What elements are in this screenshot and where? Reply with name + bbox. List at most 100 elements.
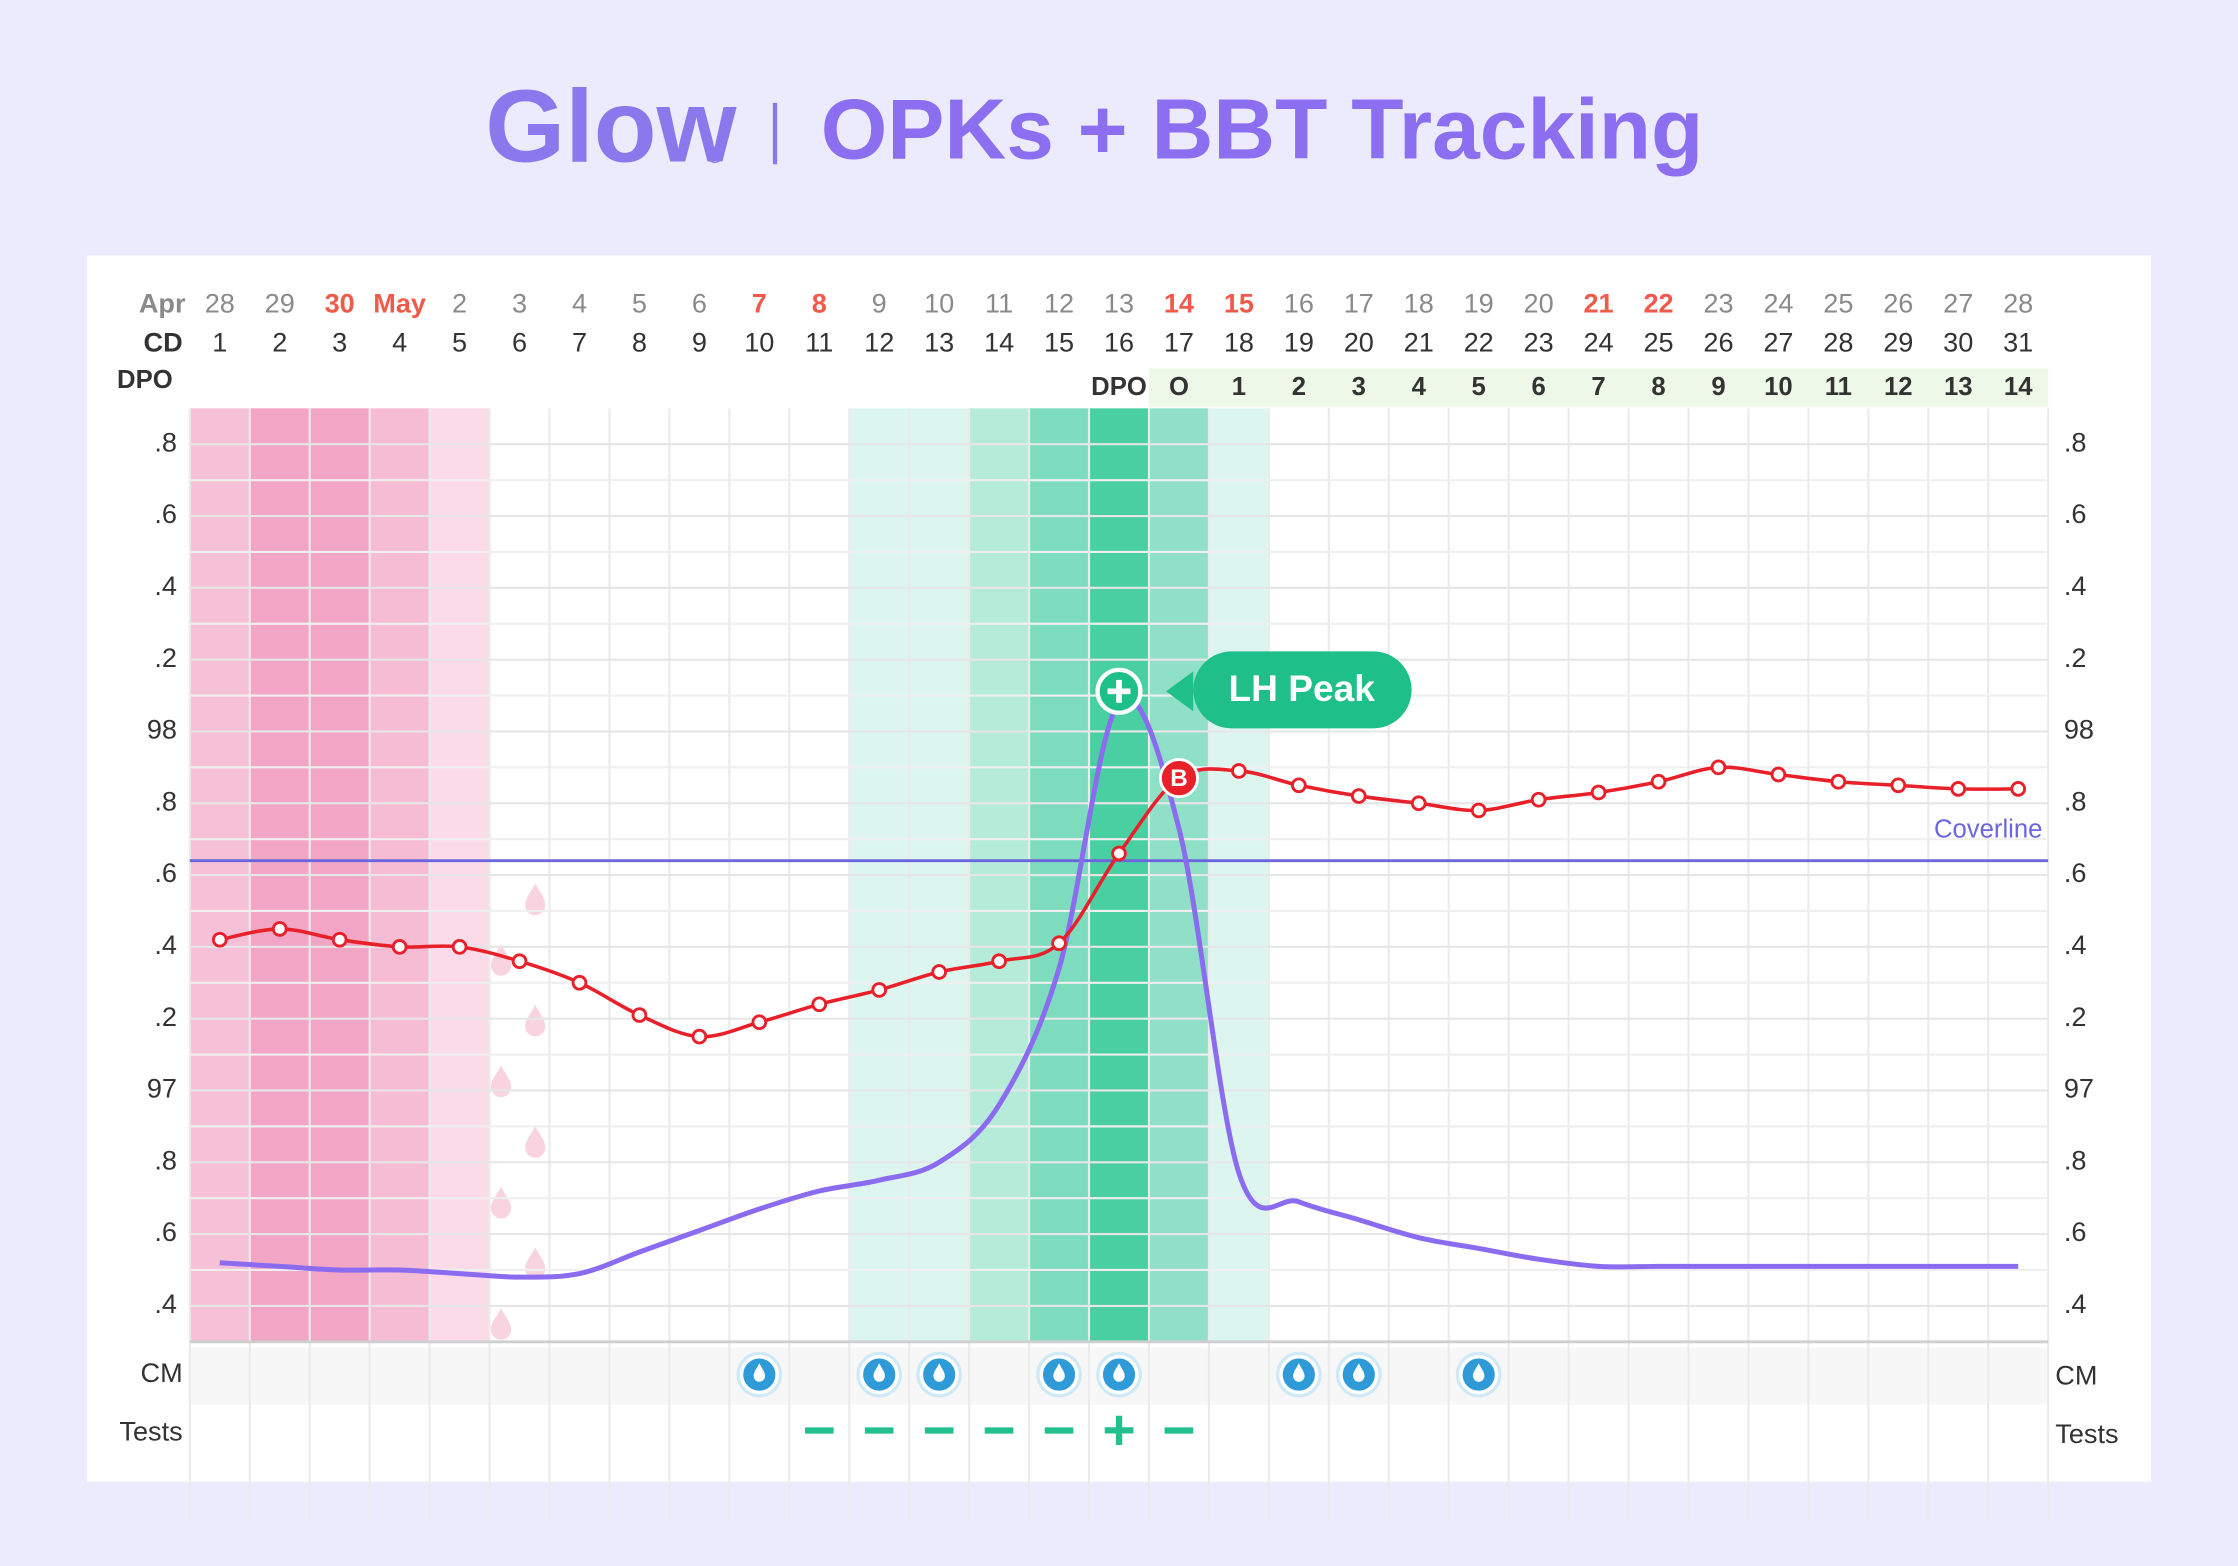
spotting-drop	[490, 1186, 511, 1219]
test-result: −	[1162, 1399, 1195, 1463]
dpo-value: 7	[1591, 373, 1605, 401]
bbt-point	[1650, 773, 1667, 790]
cd-label: 10	[744, 326, 774, 357]
y2-tick-label: .2	[2064, 642, 2087, 673]
cm-icon-drop	[1293, 1363, 1305, 1382]
bbt-point	[1350, 788, 1367, 804]
y2-tick-label: .6	[2064, 498, 2087, 529]
date-label: 11	[985, 288, 1013, 319]
cd-label: 25	[1643, 326, 1673, 357]
test-result: −	[922, 1399, 955, 1463]
bbt-point	[691, 1028, 708, 1045]
cd-label: 28	[1823, 326, 1853, 357]
date-label: 23	[1703, 288, 1733, 319]
y2-tick-label: .6	[2064, 1216, 2087, 1247]
tests-label: Tests	[2055, 1418, 2118, 1449]
date-label: 6	[692, 288, 707, 319]
cd-label: 7	[572, 326, 587, 357]
date-label: 28	[205, 288, 235, 319]
bbt-point	[811, 996, 828, 1013]
bbt-point	[451, 939, 468, 955]
cm-icon-drop	[933, 1363, 945, 1382]
page-title: OPKs + BBT Tracking	[821, 81, 1704, 177]
y2-tick-label: .8	[2064, 785, 2087, 816]
cm-icon-drop	[753, 1363, 766, 1382]
bbt-point	[1231, 763, 1247, 779]
bbt-point	[631, 1007, 648, 1023]
bbt-point	[271, 921, 288, 937]
callout-label: LH Peak	[1228, 667, 1375, 709]
dpo-value: 5	[1472, 373, 1486, 401]
cm-icon-drop	[1472, 1363, 1485, 1382]
bbt-point	[871, 982, 888, 998]
y-tick-label: .2	[154, 1001, 177, 1032]
cd-label: 6	[512, 326, 527, 357]
dpo-value: 6	[1531, 373, 1545, 401]
cd-label: 29	[1883, 326, 1913, 357]
dpo-row-bg	[1148, 368, 2049, 407]
date-label: 2	[452, 288, 467, 319]
date-label: 24	[1763, 288, 1793, 319]
date-label: 3	[512, 288, 527, 319]
y2-tick-label: .2	[2064, 1001, 2087, 1032]
test-result: −	[982, 1399, 1015, 1463]
cd-label: 5	[452, 326, 467, 357]
cd-label: 9	[692, 326, 707, 357]
cd-label: 8	[632, 326, 647, 357]
cd-label: 23	[1524, 326, 1554, 357]
dpo-label: DPO	[117, 366, 173, 394]
date-label: 13	[1104, 288, 1134, 319]
cm-label: CM	[141, 1357, 183, 1388]
dpo-value: 8	[1651, 373, 1665, 401]
cd-label: 21	[1404, 326, 1434, 357]
y2-tick-label: 98	[2064, 714, 2094, 745]
foreground: .8.8.6.6.4.4.2.298 98.8.8.6.6.4.4.2.297 97…	[117, 288, 2119, 1463]
y-tick-label: 97	[147, 1073, 177, 1104]
cd-label: 30	[1943, 326, 1973, 357]
bbt-point	[1470, 802, 1487, 819]
cd-label: 26	[1703, 326, 1733, 357]
month-label: Apr	[139, 288, 186, 319]
cd-label: 16	[1104, 326, 1134, 357]
dpo-value: 11	[1825, 373, 1852, 401]
date-label: 10	[924, 288, 954, 319]
cd-label: 2	[272, 326, 287, 357]
date-label: 20	[1524, 288, 1554, 319]
cd-label: 22	[1464, 326, 1494, 357]
dpo-label: DPO	[1091, 373, 1147, 401]
bbt-point	[1830, 773, 1847, 790]
dpo-value: 4	[1412, 373, 1427, 401]
tests-label: Tests	[119, 1415, 182, 1446]
logo: Glow	[485, 68, 737, 183]
date-label: 28	[2003, 288, 2033, 319]
bbt-point	[391, 939, 408, 955]
date-label: 27	[1943, 288, 1973, 319]
bbt-point	[2010, 781, 2027, 797]
bbt-point	[571, 974, 588, 991]
bbt-point	[751, 1014, 768, 1031]
dpo-value: 9	[1711, 373, 1725, 401]
date-label: 22	[1643, 288, 1673, 319]
date-label: 26	[1883, 288, 1913, 319]
cd-label: 15	[1044, 326, 1074, 357]
y-tick-label: .6	[154, 1216, 177, 1247]
cd-label: 12	[864, 326, 894, 357]
dpo-value: 12	[1884, 373, 1913, 401]
cd-label: 17	[1164, 326, 1194, 357]
y-tick-label: .8	[154, 426, 177, 457]
bbt-point	[1770, 766, 1787, 783]
date-label: May	[373, 288, 426, 319]
dpo-value: 3	[1352, 373, 1366, 401]
cd-label: 14	[984, 326, 1014, 357]
test-result: +	[1102, 1399, 1135, 1463]
spotting-drop	[490, 1065, 511, 1098]
bbt-point	[1710, 759, 1727, 776]
cd-label: 18	[1224, 326, 1254, 357]
callout-box	[1193, 651, 1412, 729]
grid	[188, 408, 2050, 1521]
spotting-drop	[525, 1004, 546, 1037]
y-tick-label: .4	[154, 929, 177, 960]
date-label: 18	[1404, 288, 1434, 319]
